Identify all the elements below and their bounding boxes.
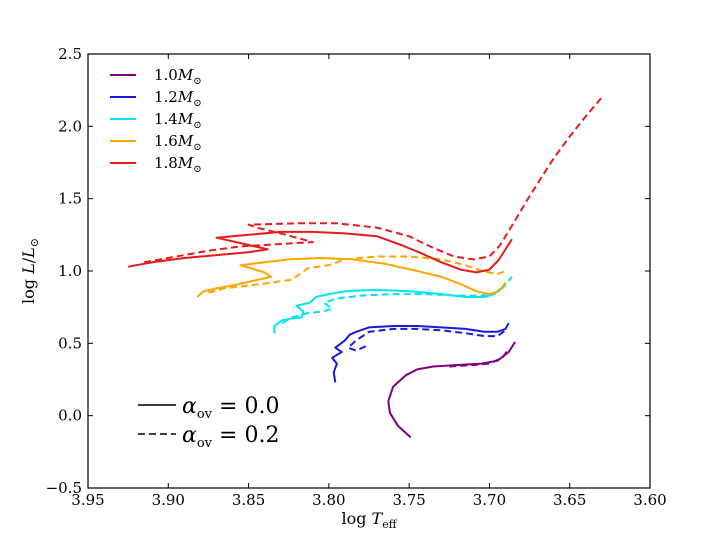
track-1.2-alpha-0 [331,322,510,383]
legend-label: 1.2M⊙ [154,88,202,109]
track-1.0-alpha-0.2 [449,348,510,368]
x-tick-label: 3.65 [553,491,586,509]
x-tick-label: 3.85 [232,491,265,509]
y-tick-label: 1.0 [58,262,82,280]
track-1.4-alpha-0 [273,287,502,334]
legend-label: 1.0M⊙ [154,66,202,87]
style-legend-label: αov = 0.0 [182,394,279,422]
x-tick-label: 3.90 [152,491,185,509]
y-tick-label: −0.5 [46,479,82,497]
y-tick-label: 2.5 [58,45,82,63]
track-1.4-alpha-0.2 [281,276,513,324]
track-1.0-alpha-0 [387,341,516,439]
x-tick-label: 3.95 [71,491,104,509]
legend-label: 1.6M⊙ [154,132,202,153]
track-1.2-alpha-0.2 [347,327,507,352]
track-1.6-alpha-0 [196,257,507,298]
y-axis-label: log L/L⊙ [19,238,41,304]
track-1.8-alpha-0 [127,230,513,274]
legend: 1.0M⊙1.2M⊙1.4M⊙1.6M⊙1.8M⊙ [110,66,202,175]
x-tick-label: 3.60 [633,491,666,509]
legend-label: 1.4M⊙ [154,110,202,131]
y-tick-label: 0.5 [58,334,82,352]
x-tick-label: 3.80 [312,491,345,509]
y-tick-label: 1.5 [58,190,82,208]
style-legend-label: αov = 0.2 [182,423,279,451]
y-tick-label: 2.0 [58,117,82,135]
track-1.6-alpha-0.2 [208,255,506,294]
legend-label: 1.8M⊙ [154,154,202,175]
x-axis-label: log Teff [341,509,397,531]
x-tick-label: 3.75 [392,491,425,509]
track-1.8-alpha-0.2 [144,96,603,264]
x-tick-label: 3.70 [473,491,506,509]
y-tick-label: 0.0 [58,407,82,425]
